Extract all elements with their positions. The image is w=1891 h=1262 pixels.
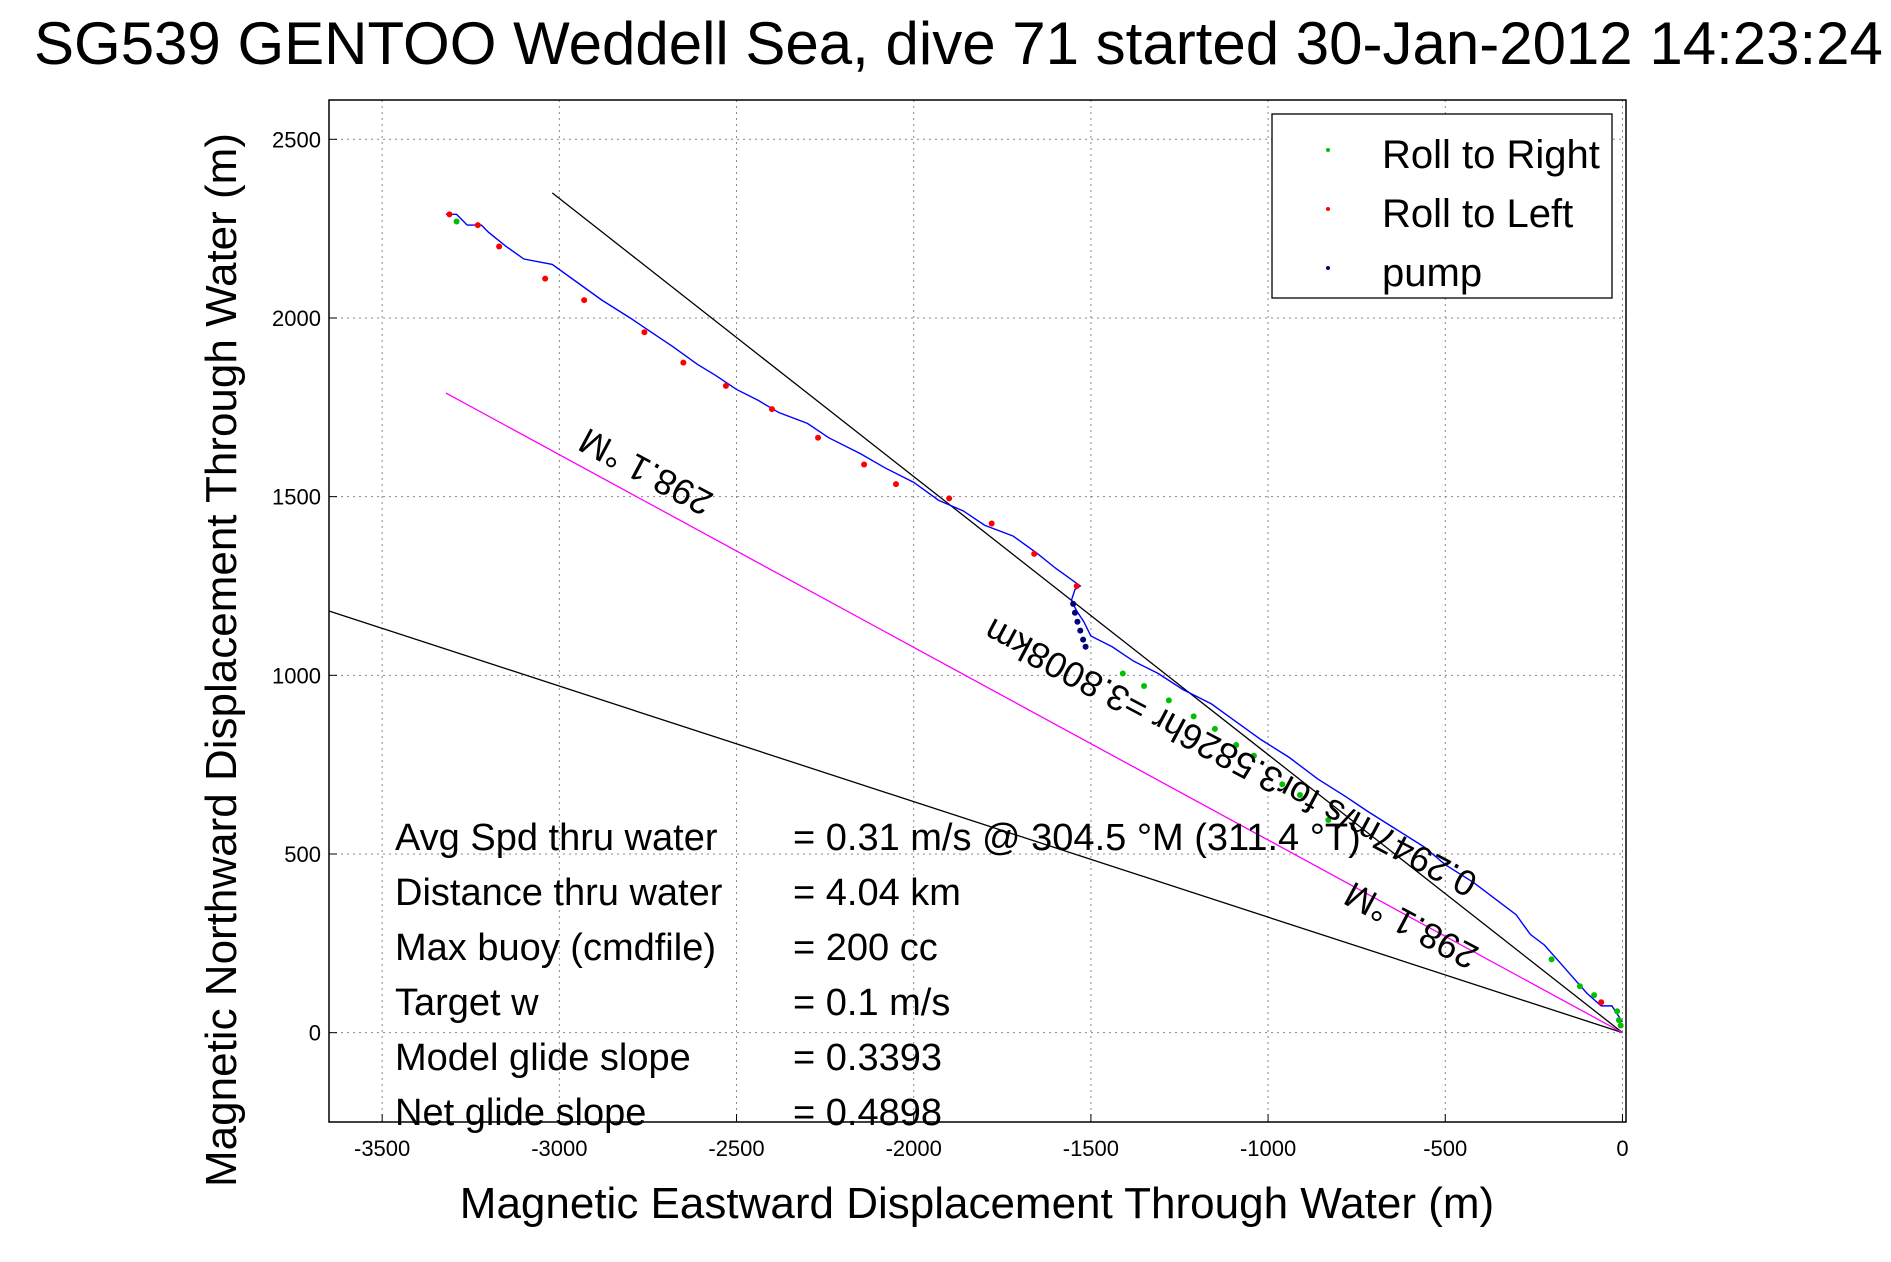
stat-value: = 0.31 m/s @ 304.5 °M (311.4 °T) (793, 817, 1361, 859)
roll-right-point (1548, 956, 1555, 963)
y-tick-label: 1500 (272, 485, 321, 510)
roll-left-point (1073, 582, 1080, 589)
roll-right-point (1591, 992, 1598, 999)
legend-marker (1326, 148, 1330, 152)
pump-point (1080, 636, 1087, 643)
reference-lines (328, 192, 1623, 1034)
pump-point (1074, 618, 1081, 625)
roll-right-point (1190, 713, 1197, 720)
roll-left-point (1598, 999, 1605, 1006)
y-tick-label: 2500 (272, 127, 321, 152)
legend-marker (1326, 266, 1330, 270)
upper-heading-line (551, 192, 1623, 1034)
roll-right-point (1141, 683, 1148, 690)
stat-label: Target w (395, 982, 539, 1024)
lower-heading-line (328, 610, 1623, 1034)
y-tick-label: 0 (309, 1021, 321, 1046)
legend-label: pump (1382, 251, 1482, 295)
roll-left-point (861, 461, 868, 468)
roll-right-point (1615, 1017, 1622, 1024)
y-tick-label: 500 (284, 842, 321, 867)
plot-frame (328, 99, 1627, 1123)
y-tick-label: 2000 (272, 306, 321, 331)
roll-left-point (496, 243, 503, 250)
legend-label: Roll to Right (1382, 133, 1600, 177)
roll-right-point (1296, 792, 1303, 799)
x-tick-label: -2000 (886, 1136, 942, 1161)
roll-left-point (474, 222, 481, 229)
roll-right-point (1211, 725, 1218, 732)
x-axis-label: Magnetic Eastward Displacement Through W… (460, 1179, 1494, 1228)
roll-left-point (446, 211, 453, 218)
stat-label: Avg Spd thru water (395, 817, 718, 859)
x-tick-label: -3500 (354, 1136, 410, 1161)
roll-right-point (1279, 781, 1286, 788)
stat-label: Max buoy (cmdfile) (395, 927, 716, 969)
legend-label: Roll to Left (1382, 192, 1573, 236)
x-tick-label: -1000 (1240, 1136, 1296, 1161)
x-tick-label: 0 (1616, 1136, 1628, 1161)
y-axis-label: Magnetic Northward Displacement Through … (197, 133, 246, 1187)
roll-left-point (815, 434, 822, 441)
roll-right-point (1617, 1022, 1624, 1029)
roll-left-point (722, 382, 729, 389)
roll-right-point (1576, 983, 1583, 990)
roll-left-point (581, 297, 588, 304)
roll-right-point (453, 218, 460, 225)
x-tick-label: -500 (1423, 1136, 1467, 1161)
stat-value: = 0.1 m/s (793, 982, 950, 1024)
stat-value: = 0.3393 (793, 1037, 942, 1079)
heading-annotation: 298.1 °M (572, 420, 719, 524)
x-tick-label: -3000 (531, 1136, 587, 1161)
stat-value: = 200 cc (793, 927, 938, 969)
stat-label: Net glide slope (395, 1092, 646, 1134)
roll-right-point (1165, 697, 1172, 704)
x-tick-label: -1500 (1063, 1136, 1119, 1161)
y-tick-label: 1000 (272, 663, 321, 688)
roll-right-point (1119, 670, 1126, 677)
pump-point (1070, 600, 1077, 607)
legend-marker (1326, 207, 1330, 211)
stat-label: Model glide slope (395, 1037, 691, 1079)
roll-left-point (1031, 550, 1038, 557)
legend: Roll to Right Roll to Left pump (1271, 113, 1613, 299)
stats-block: Avg Spd thru water = 0.31 m/s @ 304.5 °M … (395, 817, 1361, 1134)
stat-label: Distance thru water (395, 872, 723, 914)
heading-annotation: 0.2947m/s for3.5826hr =3.8008km (977, 610, 1483, 905)
roll-left-point (680, 359, 687, 366)
roll-left-point (988, 520, 995, 527)
pump-point (1082, 643, 1089, 650)
roll-left-point (946, 495, 953, 502)
pump-point (1077, 627, 1084, 634)
x-tick-label: -2500 (708, 1136, 764, 1161)
pump-point (1071, 609, 1078, 616)
roll-right-point (1250, 752, 1257, 759)
roll-right-point (1233, 742, 1240, 749)
roll-left-point (641, 329, 648, 336)
roll-left-point (768, 406, 775, 413)
roll-points (446, 211, 1624, 1029)
stat-value: = 0.4898 (793, 1092, 942, 1134)
roll-left-point (892, 481, 899, 488)
stat-value: = 4.04 km (793, 872, 961, 914)
roll-left-point (542, 275, 549, 282)
tick-labels: -3500 -3000 -2500 -2000 -1500 -1000 -500 0 0 500 1… (272, 127, 1629, 1161)
roll-right-point (1614, 1008, 1621, 1015)
current-line (445, 392, 1623, 1034)
chart-title: SG539 GENTOO Weddell Sea, dive 71 starte… (34, 10, 1883, 77)
roll-right-point (1325, 817, 1332, 824)
